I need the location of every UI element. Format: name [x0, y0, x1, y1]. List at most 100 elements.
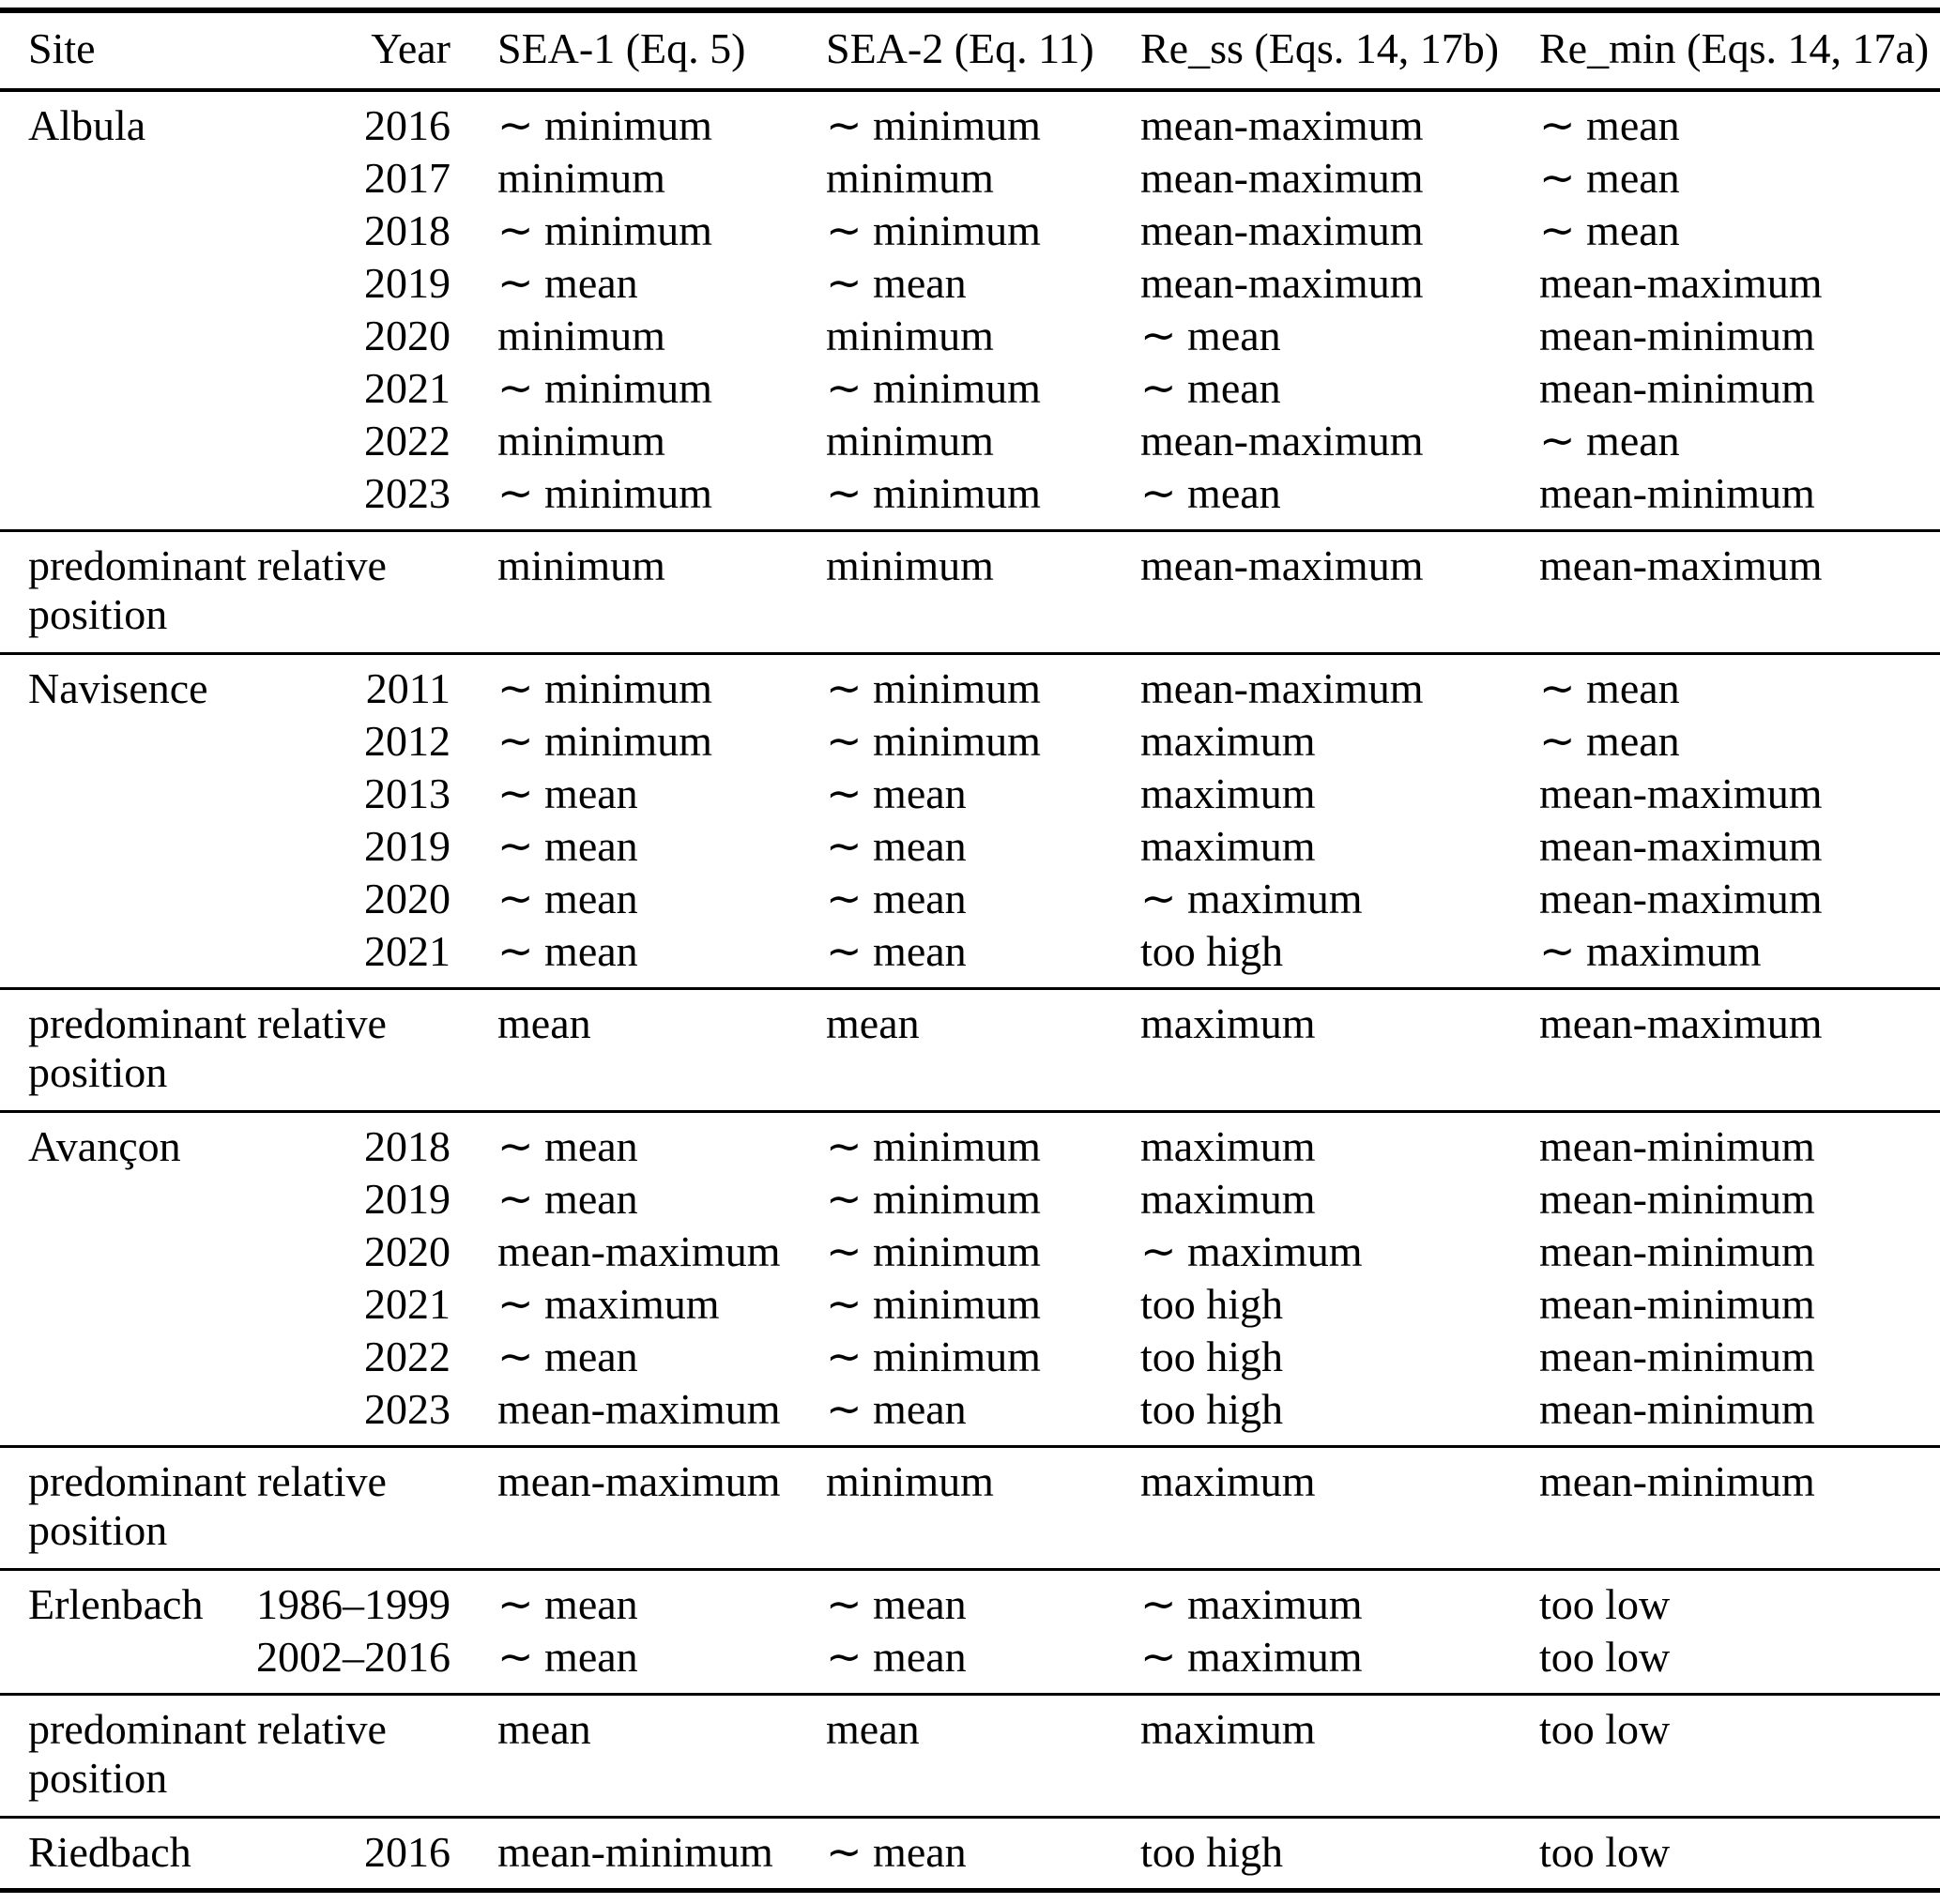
- cell-sea2: ∼ mean: [826, 769, 967, 817]
- cell-site: [0, 1383, 239, 1447]
- table-row: 2017 minimum minimum mean-maximum ∼ mean: [0, 152, 1940, 205]
- cell-re_ss: mean-maximum: [1140, 664, 1424, 712]
- cell-re_min: mean-minimum: [1539, 1333, 1815, 1380]
- cell-sea2: ∼ mean: [826, 1385, 967, 1433]
- cell-re_ss: maximum: [1140, 822, 1316, 870]
- cell-sea2: ∼ mean: [826, 875, 967, 922]
- cell-site: [0, 415, 239, 467]
- cell-re_ss: too high: [1140, 1280, 1284, 1328]
- cell-year: 2022: [364, 417, 451, 465]
- cell-sea1: mean: [497, 1705, 591, 1753]
- cell-re_min: mean-maximum: [1539, 999, 1823, 1047]
- cell-sea2: minimum: [826, 1457, 994, 1505]
- cell-re_ss: too high: [1140, 927, 1284, 975]
- cell-re_min: ∼ mean: [1539, 664, 1680, 712]
- cell-site: [0, 1173, 239, 1226]
- cell-re_ss: mean-maximum: [1140, 541, 1424, 589]
- cell-sea1: ∼ mean: [497, 1633, 638, 1681]
- cell-re_min: too low: [1539, 1633, 1671, 1681]
- cell-sea2: ∼ minimum: [826, 1122, 1041, 1170]
- cell-year: 2020: [364, 875, 451, 922]
- table-row: 2013 ∼ mean ∼ mean maximum mean-maximum: [0, 768, 1940, 820]
- cell-site: [0, 362, 239, 415]
- cell-re_min: mean-maximum: [1539, 769, 1823, 817]
- section-avancon: Avançon 2018 ∼ mean ∼ minimum maximum mean-mi…: [0, 1112, 1940, 1447]
- cell-site: [0, 310, 239, 362]
- cell-site: [0, 152, 239, 205]
- table-row: 2021 ∼ mean ∼ mean too high ∼ maximum: [0, 925, 1940, 989]
- section-riedbach: Riedbach 2016 mean-minimum ∼ mean too high to…: [0, 1818, 1940, 1891]
- cell-year: 2019: [364, 1175, 451, 1223]
- cell-site: Navisence: [28, 664, 208, 712]
- cell-sea1: ∼ mean: [497, 875, 638, 922]
- predominant-block: predominant relative position mean mean max…: [0, 989, 1940, 1112]
- cell-site: Avançon: [28, 1122, 181, 1170]
- table-header: Site Year SEA-1 (Eq. 5) SEA-2 (Eq. 11) R…: [0, 10, 1940, 90]
- cell-site: [0, 257, 239, 310]
- cell-re_min: ∼ mean: [1539, 154, 1680, 202]
- column-header-year: Year: [371, 24, 451, 72]
- cell-sea1: ∼ mean: [497, 1122, 638, 1170]
- cell-re_min: ∼ mean: [1539, 206, 1680, 254]
- table-row: 2002–2016 ∼ mean ∼ mean ∼ maximum too low: [0, 1631, 1940, 1695]
- column-header-sea2: SEA-2 (Eq. 11): [826, 24, 1094, 72]
- predominant-row: predominant relative position mean mean max…: [0, 989, 1940, 1112]
- cell-site: [0, 1278, 239, 1331]
- cell-sea1: ∼ minimum: [497, 469, 712, 517]
- cell-sea1: ∼ minimum: [497, 101, 712, 149]
- cell-re_ss: maximum: [1140, 717, 1316, 765]
- cell-re_ss: ∼ mean: [1140, 469, 1281, 517]
- cell-re_min: mean-maximum: [1539, 875, 1823, 922]
- cell-sea1: mean: [497, 999, 591, 1047]
- cell-re_ss: maximum: [1140, 1175, 1316, 1223]
- cell-site: [0, 820, 239, 873]
- cell-re_min: mean-minimum: [1539, 1122, 1815, 1170]
- cell-sea1: ∼ mean: [497, 1580, 638, 1628]
- cell-re_min: too low: [1539, 1705, 1671, 1753]
- cell-re_min: ∼ mean: [1539, 101, 1680, 149]
- cell-sea2: ∼ minimum: [826, 1280, 1041, 1328]
- section-navisence: Navisence 2011 ∼ minimum ∼ minimum mean-maxi…: [0, 654, 1940, 989]
- cell-re_min: too low: [1539, 1828, 1671, 1876]
- cell-re_min: too low: [1539, 1580, 1671, 1628]
- cell-sea1: ∼ mean: [497, 1175, 638, 1223]
- predominant-block: predominant relative position minimum mini…: [0, 531, 1940, 654]
- cell-site: [0, 1631, 239, 1695]
- cell-sea2: ∼ mean: [826, 1633, 967, 1681]
- cell-re_ss: ∼ mean: [1140, 364, 1281, 412]
- cell-site: [0, 768, 239, 820]
- cell-re_ss: mean-maximum: [1140, 259, 1424, 307]
- table-row: 2019 ∼ mean ∼ mean maximum mean-maximum: [0, 820, 1940, 873]
- cell-sea2: minimum: [826, 541, 994, 589]
- cell-site: [0, 873, 239, 925]
- table-row: 2020 ∼ mean ∼ mean ∼ maximum mean-maximum: [0, 873, 1940, 925]
- cell-re_min: ∼ mean: [1539, 417, 1680, 465]
- cell-sea2: ∼ minimum: [826, 469, 1041, 517]
- cell-year: 2016: [364, 101, 451, 149]
- cell-sea2: ∼ mean: [826, 1580, 967, 1628]
- cell-sea1: mean-maximum: [497, 1457, 781, 1505]
- cell-sea1: minimum: [497, 154, 665, 202]
- cell-re_ss: maximum: [1140, 1122, 1316, 1170]
- predominant-block: predominant relative position mean-maximu…: [0, 1447, 1940, 1570]
- cell-sea1: ∼ mean: [497, 1333, 638, 1380]
- cell-re_min: mean-maximum: [1539, 259, 1823, 307]
- cell-sea2: ∼ minimum: [826, 717, 1041, 765]
- predominant-block: predominant relative position mean mean max…: [0, 1695, 1940, 1818]
- cell-sea1: minimum: [497, 417, 665, 465]
- table-row: Navisence 2011 ∼ minimum ∼ minimum mean-maxi…: [0, 654, 1940, 716]
- cell-year: 2023: [364, 469, 451, 517]
- cell-sea1: ∼ minimum: [497, 206, 712, 254]
- cell-year: 2018: [364, 206, 451, 254]
- predominant-label: predominant relative position: [28, 541, 387, 638]
- cell-site: Riedbach: [28, 1828, 191, 1876]
- cell-re_min: mean-minimum: [1539, 1457, 1815, 1505]
- predominant-label: predominant relative position: [28, 999, 387, 1096]
- predominant-label: predominant relative position: [28, 1457, 387, 1554]
- cell-re_min: mean-minimum: [1539, 1175, 1815, 1223]
- predominant-row: predominant relative position mean mean max…: [0, 1695, 1940, 1818]
- cell-year: 2002–2016: [256, 1633, 451, 1681]
- cell-re_min: mean-minimum: [1539, 1227, 1815, 1275]
- cell-re_min: ∼ maximum: [1539, 927, 1762, 975]
